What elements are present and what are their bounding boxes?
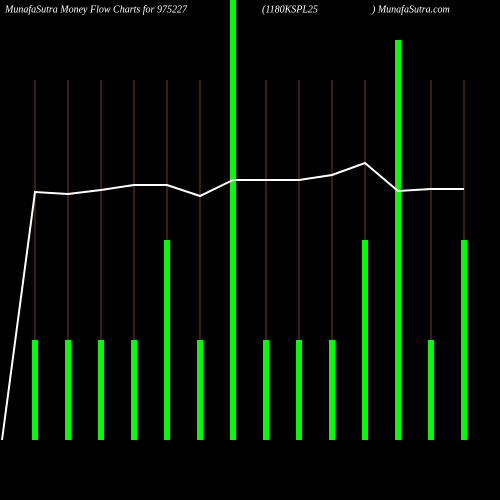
flow-line	[1, 161, 464, 441]
bar	[197, 340, 203, 440]
bar	[98, 340, 104, 440]
bar	[131, 340, 137, 440]
bar	[65, 340, 71, 440]
bar	[362, 240, 368, 440]
site-name: ) MunafaSutra.com	[371, 4, 450, 15]
bar	[428, 340, 434, 440]
bar	[263, 340, 269, 440]
bar	[296, 340, 302, 440]
chart-subtitle: (1180KSPL25	[262, 4, 318, 15]
chart-title: MunafaSutra Money Flow Charts for 975227	[4, 4, 188, 15]
bar	[230, 0, 236, 440]
bar	[461, 240, 467, 440]
bar	[164, 240, 170, 440]
bar	[395, 40, 401, 440]
bar	[32, 340, 38, 440]
bar	[329, 340, 335, 440]
